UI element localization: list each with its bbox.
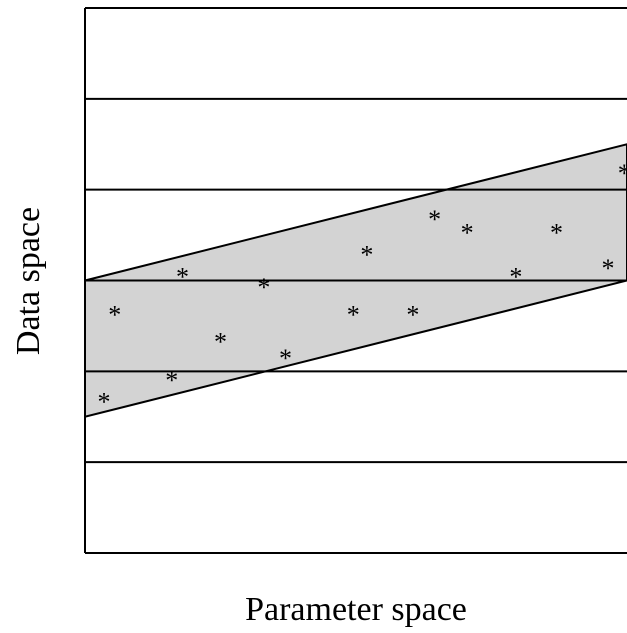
data-point-2: * bbox=[165, 366, 178, 395]
data-point-6: * bbox=[279, 344, 292, 373]
data-point-10: * bbox=[428, 205, 441, 234]
data-point-7: * bbox=[347, 300, 360, 329]
x-axis-label: Parameter space bbox=[245, 591, 467, 628]
horizontal-gridlines bbox=[85, 7, 627, 554]
data-point-8: * bbox=[360, 241, 373, 270]
data-point-4: * bbox=[214, 328, 227, 357]
data-point-15: * bbox=[618, 159, 627, 188]
data-point-11: * bbox=[461, 219, 474, 248]
y-axis-label: Data space bbox=[10, 207, 47, 355]
data-point-0: * bbox=[97, 388, 110, 417]
data-point-1: * bbox=[108, 300, 121, 329]
data-points: * * * * * * * * * * * * * * * * bbox=[97, 159, 627, 417]
data-point-9: * bbox=[406, 300, 419, 329]
data-point-14: * bbox=[602, 254, 615, 283]
data-point-5: * bbox=[257, 273, 270, 302]
data-point-12: * bbox=[509, 262, 522, 291]
data-point-3: * bbox=[176, 262, 189, 291]
data-point-13: * bbox=[550, 219, 563, 248]
